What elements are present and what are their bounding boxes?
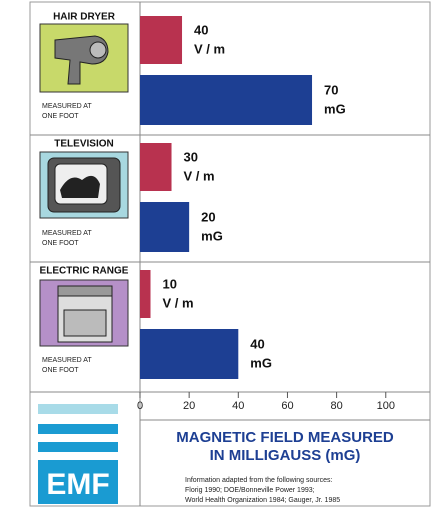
television-icon [39,151,129,219]
value-label: 40 [250,336,264,351]
category-note: MEASURED AT [42,230,92,237]
frame [29,1,431,507]
source: World Health Organization 1984; Gauger, … [185,497,340,504]
bar [140,143,172,191]
chart-title: MAGNETIC FIELD MEASURED [176,429,394,446]
value-label: 10 [163,276,177,291]
unit-label: mG [201,228,223,243]
unit-label: V / m [163,295,194,310]
chart-title: IN MILLIGAUSS (mG) [210,447,361,464]
category-label: HAIR DRYER [53,12,116,23]
x-tick-label: 40 [232,400,244,412]
unit-label: V / m [184,168,215,183]
x-tick-label: 80 [330,400,342,412]
value-label: 30 [184,149,198,164]
value-label: 40 [194,22,208,37]
bar [140,202,190,252]
category-note: MEASURED AT [42,103,92,110]
source: Florig 1990; DOE/Bonneville Power 1993; [185,487,315,494]
category-note: MEASURED AT [42,357,92,364]
x-tick-label: 60 [281,400,293,412]
bar [140,329,239,379]
electric-range-icon [39,279,129,347]
bar [140,16,183,64]
x-tick-label: 0 [137,400,143,412]
emf-logo: EMF [38,404,118,504]
bar [140,75,313,125]
unit-label: mG [250,355,272,370]
category-note: ONE FOOT [42,240,79,247]
unit-label: V / m [194,41,225,56]
x-tick-label: 20 [183,400,195,412]
source: Information adapted from the following s… [185,477,333,484]
category-note: ONE FOOT [42,367,79,374]
logo-text: EMF [46,468,109,501]
unit-label: mG [324,101,346,116]
category-label: TELEVISION [54,139,113,150]
category-note: ONE FOOT [42,113,79,120]
hair-dryer-icon [39,23,129,93]
category-label: ELECTRIC RANGE [40,266,129,277]
value-label: 20 [201,209,215,224]
value-label: 70 [324,82,338,97]
bar [140,270,151,318]
x-tick-label: 100 [377,400,395,412]
